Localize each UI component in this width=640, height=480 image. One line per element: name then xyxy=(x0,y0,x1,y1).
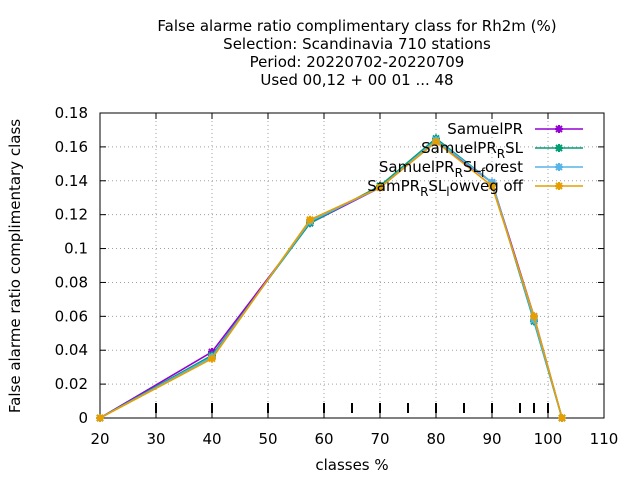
legend-label-part: R xyxy=(455,166,463,180)
legend-label-part: SL xyxy=(463,158,482,176)
y-tick-label: 0.08 xyxy=(55,273,88,291)
series-marker xyxy=(488,181,496,190)
x-tick-label: 30 xyxy=(146,430,165,448)
x-tick-label: 100 xyxy=(534,430,563,448)
x-tick-label: 60 xyxy=(314,430,333,448)
axis-ticks: 20 30 40 50 60 70 80 90 100 110 0 0.02 0.04 0.06 0.08 0… xyxy=(55,104,619,448)
y-tick-label: 0.18 xyxy=(55,104,88,122)
legend-label-part: SamuelPR xyxy=(421,139,497,157)
x-axis-label: classes % xyxy=(315,456,388,474)
x-tick-label: 90 xyxy=(482,430,501,448)
series-marker xyxy=(555,144,563,152)
legend-label-part: R xyxy=(497,147,505,161)
series-layer xyxy=(96,134,566,422)
plot-area xyxy=(99,112,605,419)
series-line xyxy=(99,140,563,419)
title-line: Period: 20220702-20220709 xyxy=(250,53,465,71)
series-marker xyxy=(432,137,440,146)
y-tick-label: 0.06 xyxy=(55,307,88,325)
legend-label-part: SamuelPR xyxy=(447,120,523,138)
series-marker xyxy=(306,215,314,224)
y-tick-label: 0.1 xyxy=(64,240,88,258)
title-line: Selection: Scandinavia 710 stations xyxy=(223,35,491,53)
y-tick-label: 0.12 xyxy=(55,206,88,224)
x-tick-label: 40 xyxy=(202,430,221,448)
y-tick-label: 0.02 xyxy=(55,375,88,393)
series-marker xyxy=(555,163,563,171)
title-line: False alarme ratio complimentary class f… xyxy=(157,17,556,35)
class-marks xyxy=(155,403,549,413)
series-marker xyxy=(530,312,538,321)
legend-label-part: SL xyxy=(428,177,447,195)
series-marker xyxy=(555,182,563,190)
legend-label-part: owveg off xyxy=(450,177,524,195)
series-3 xyxy=(96,137,566,422)
x-tick-label: 80 xyxy=(426,430,445,448)
series-marker xyxy=(96,414,104,422)
y-tick-label: 0.16 xyxy=(55,138,88,156)
series-marker xyxy=(558,414,566,422)
series-marker xyxy=(376,183,384,192)
x-tick-label: 110 xyxy=(590,430,619,448)
title-line: Used 00,12 + 00 01 ... 48 xyxy=(260,71,453,89)
y-tick-label: 0.04 xyxy=(55,341,88,359)
legend-label-part: f xyxy=(481,166,486,180)
legend-label: SamPRRSLlowveg off xyxy=(367,177,523,199)
series-marker xyxy=(208,354,216,363)
legend-label: SamuelPRRSL xyxy=(421,139,524,161)
legend-label: SamuelPRRSLforest xyxy=(379,158,523,180)
x-tick-label: 70 xyxy=(370,430,389,448)
series-marker xyxy=(555,125,563,133)
y-tick-label: 0.14 xyxy=(55,172,88,190)
legend: SamuelPRSamuelPRRSLSamuelPRRSLforestSamP… xyxy=(367,120,583,199)
legend-label: SamuelPR xyxy=(447,120,523,138)
x-tick-label: 20 xyxy=(90,430,109,448)
grid-lines xyxy=(100,113,604,418)
legend-label-part: R xyxy=(420,185,428,199)
legend-label-part: SL xyxy=(505,139,524,157)
legend-label-part: l xyxy=(446,185,449,199)
y-axis-label: False alarme ratio complimentary class xyxy=(6,119,24,413)
y-tick-label: 0 xyxy=(78,409,88,427)
legend-label-part: orest xyxy=(485,158,523,176)
legend-label-part: SamuelPR xyxy=(379,158,455,176)
chart-title: False alarme ratio complimentary class f… xyxy=(157,17,556,89)
x-tick-label: 50 xyxy=(258,430,277,448)
legend-label-part: SamPR xyxy=(367,177,420,195)
